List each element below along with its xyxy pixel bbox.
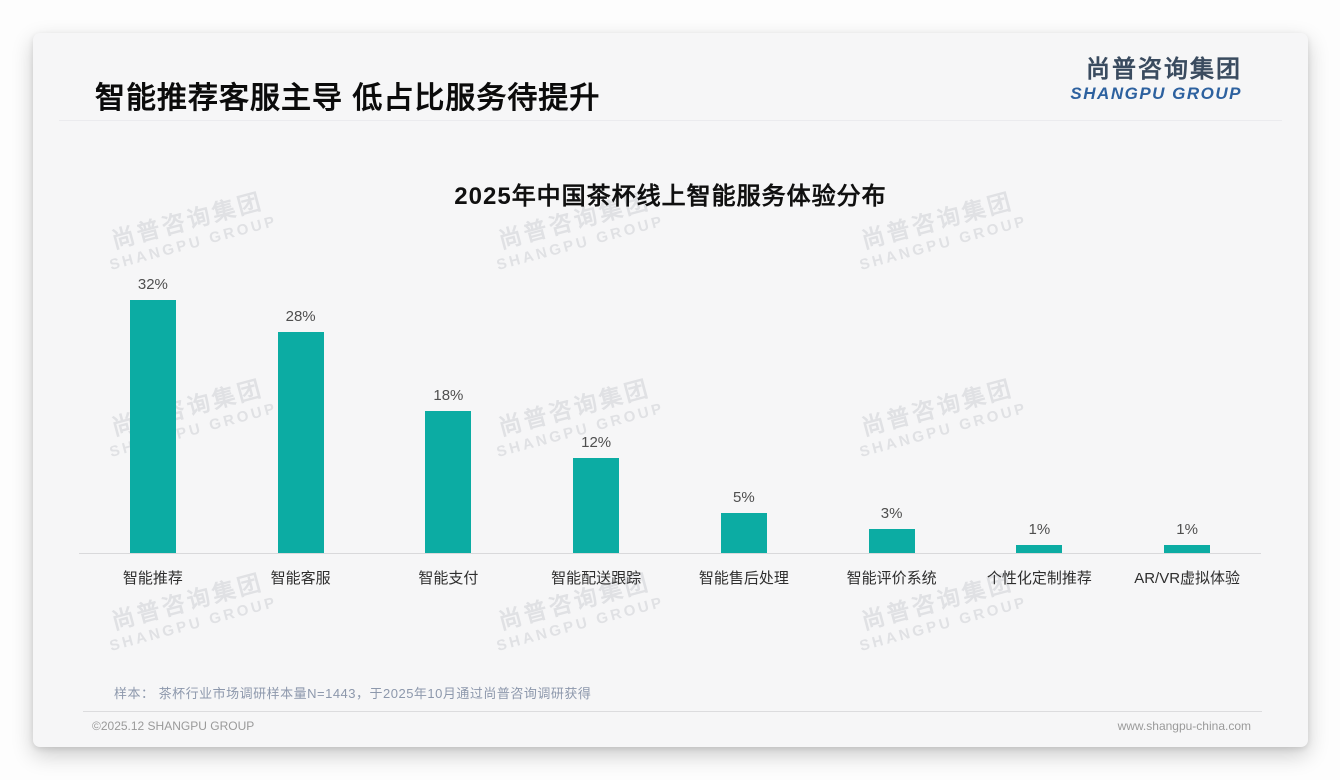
page-title: 智能推荐客服主导 低占比服务待提升 [95, 82, 601, 115]
bar [868, 529, 915, 553]
footer-copyright: ©2025.12 SHANGPU GROUP [92, 719, 255, 733]
bar-column: 28% [227, 308, 375, 553]
bar [573, 458, 620, 553]
bar-category-label: 智能评价系统 [846, 570, 937, 587]
bar-column: 5% [670, 489, 818, 553]
bar [277, 332, 324, 553]
bar-value-label: 3% [880, 505, 903, 522]
bar-category-label: 智能配送跟踪 [551, 570, 642, 587]
bar-category-label: 智能售后处理 [698, 570, 789, 587]
category-labels-row: 智能推荐 智能客服 智能支付 智能配送跟踪 智能售后处理 智能评价系统 个性化定制推荐 AR/… [79, 567, 1261, 588]
footer-website: www.shangpu-china.com [1117, 719, 1251, 733]
bar-column: 1% [966, 521, 1114, 553]
bar-category-label: 智能推荐 [122, 570, 183, 587]
sample-note: 样本： 茶杯行业市场调研样本量N=1443，于2025年10月通过尚普咨询调研获… [114, 686, 592, 701]
bar-value-label: 1% [1028, 521, 1051, 538]
bar-value-label: 1% [1176, 521, 1198, 538]
bar [129, 300, 176, 553]
plot-columns: 32% 28% 18% 12% 5% 3% 1% 1% [79, 33, 1261, 553]
slide-card: 尚普咨询集团 SHANGPU GROUP 尚普咨询集团 SHANGPU GROUP 尚普… [33, 33, 1308, 747]
x-axis-line [79, 553, 1261, 554]
chart-title: 2025年中国茶杯线上智能服务体验分布 [454, 183, 887, 210]
bar-chart: 2025年中国茶杯线上智能服务体验分布 32% 28% 18% 12% 5% 3% 1% 1%… [33, 33, 1308, 747]
bar [720, 513, 767, 553]
bar-value-label: 5% [733, 489, 755, 506]
bar-column: 1% [1113, 521, 1261, 553]
bar-category-label: 智能支付 [418, 570, 479, 587]
header-divider [59, 120, 1282, 121]
bar-value-label: 18% [433, 387, 464, 404]
company-logo: 尚普咨询集团 SHANGPU GROUP [1070, 56, 1242, 104]
bar-column: 32% [79, 276, 227, 553]
bar-column: 18% [375, 387, 523, 553]
logo-text-cn: 尚普咨询集团 [1086, 56, 1242, 83]
bar [425, 411, 472, 553]
bar-value-label: 28% [285, 308, 316, 325]
footer-divider [83, 711, 1262, 712]
bar-category-label: AR/VR虚拟体验 [1134, 570, 1241, 587]
logo-text-en: SHANGPU GROUP [1070, 84, 1242, 104]
bar-column: 12% [522, 434, 670, 553]
bar-category-label: 智能客服 [270, 570, 331, 587]
bar-value-label: 32% [137, 276, 168, 293]
bar-value-label: 12% [581, 434, 612, 451]
bar-column: 3% [818, 505, 966, 553]
bar-category-label: 个性化定制推荐 [986, 570, 1092, 587]
bar [1164, 545, 1211, 553]
bar [1016, 545, 1063, 553]
